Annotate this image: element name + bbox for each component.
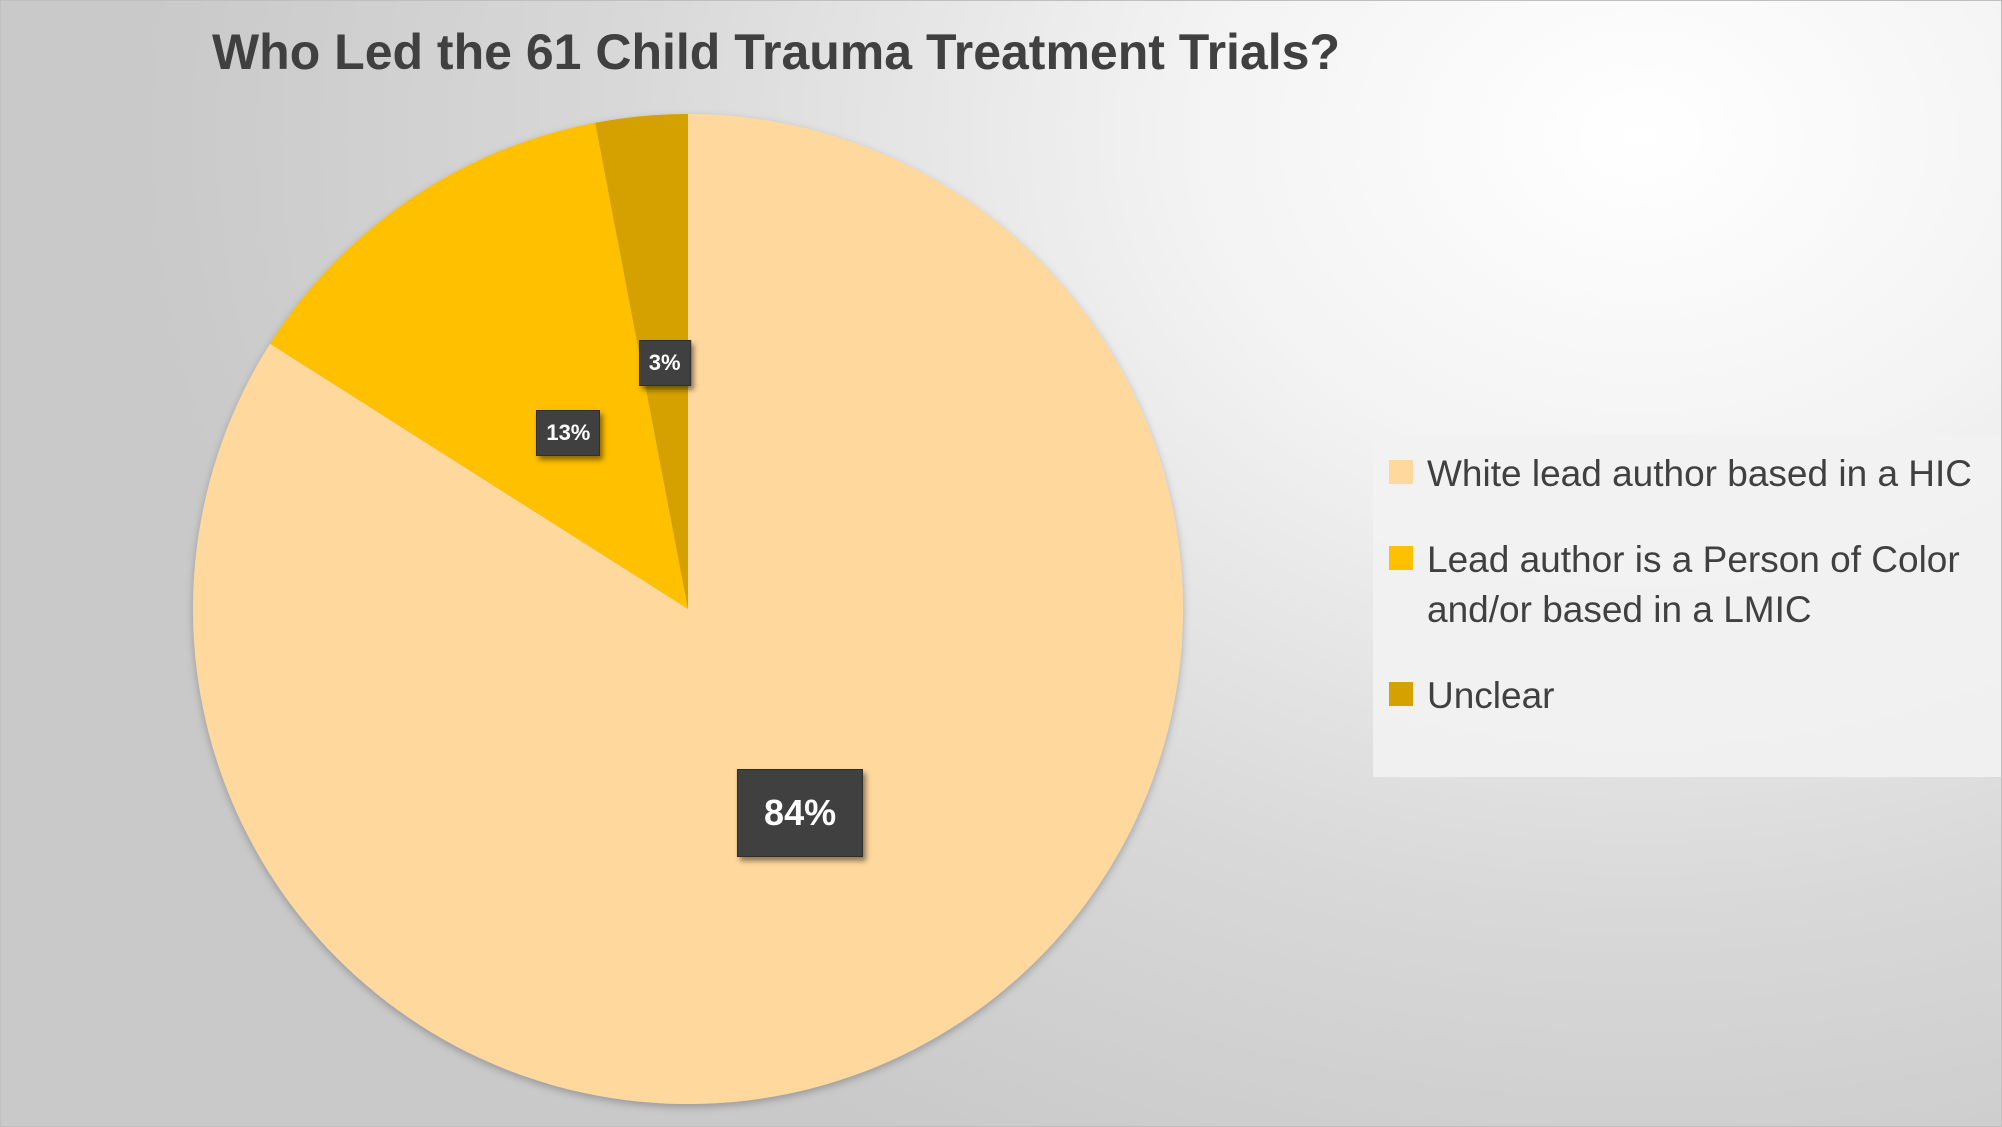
legend-item: White lead author based in a HIC <box>1389 449 1993 499</box>
legend-swatch <box>1389 460 1413 484</box>
pie-slice-2 <box>270 122 688 609</box>
data-label-slice-3: 3% <box>638 339 691 386</box>
legend-swatch <box>1389 546 1413 570</box>
pie-slice-1 <box>192 114 1183 1105</box>
legend-label: Unclear <box>1427 675 1555 716</box>
legend-item: Lead author is a Person of Color and/or … <box>1389 535 1993 635</box>
legend-item: Unclear <box>1389 671 1993 721</box>
legend: White lead author based in a HIC Lead aut… <box>1373 435 2001 777</box>
chart-title: Who Led the 61 Child Trauma Treatment Tr… <box>211 24 1340 80</box>
data-label-slice-1: 84% <box>737 768 864 857</box>
data-label-slice-2: 13% <box>536 409 601 456</box>
legend-swatch <box>1389 682 1413 706</box>
legend-label: Lead author is a Person of Color and/or … <box>1427 539 1960 630</box>
legend-label: White lead author based in a HIC <box>1427 453 1973 494</box>
